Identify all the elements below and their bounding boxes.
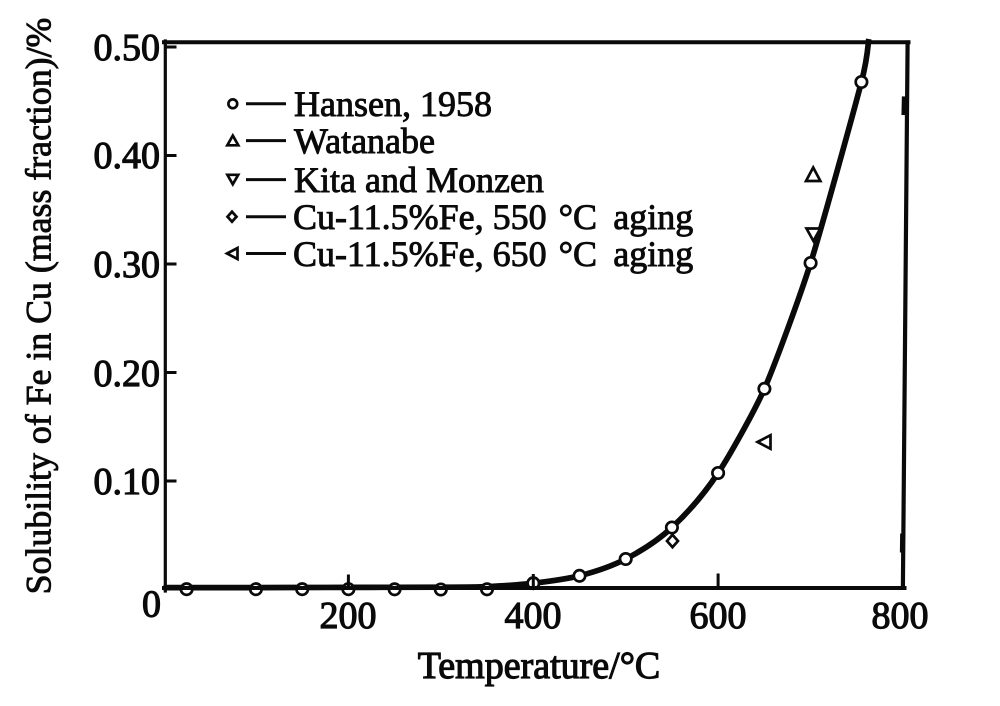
svg-text:0.10: 0.10 bbox=[94, 461, 161, 503]
svg-text:0.30: 0.30 bbox=[94, 244, 161, 286]
svg-text:Cu-11.5%Fe, 650 °C aging: Cu-11.5%Fe, 650 °C aging bbox=[293, 234, 693, 274]
svg-text:400: 400 bbox=[505, 595, 562, 637]
svg-text:200: 200 bbox=[320, 595, 377, 637]
svg-text:Kita and Monzen: Kita and Monzen bbox=[294, 160, 544, 200]
svg-text:0.20: 0.20 bbox=[94, 353, 161, 395]
svg-text:800: 800 bbox=[872, 595, 929, 637]
svg-text:Watanabe: Watanabe bbox=[294, 121, 435, 161]
svg-text:0.50: 0.50 bbox=[94, 27, 161, 69]
svg-text:Solubility of Fe in Cu (mass f: Solubility of Fe in Cu (mass fraction)/% bbox=[19, 18, 59, 595]
svg-text:600: 600 bbox=[690, 595, 747, 637]
svg-text:Temperature/°C: Temperature/°C bbox=[418, 645, 661, 687]
svg-text:0: 0 bbox=[142, 584, 161, 626]
svg-text:0.40: 0.40 bbox=[94, 135, 161, 177]
svg-text:Hansen, 1958: Hansen, 1958 bbox=[294, 84, 492, 124]
svg-text:Cu-11.5%Fe, 550 °C aging: Cu-11.5%Fe, 550 °C aging bbox=[293, 197, 693, 237]
